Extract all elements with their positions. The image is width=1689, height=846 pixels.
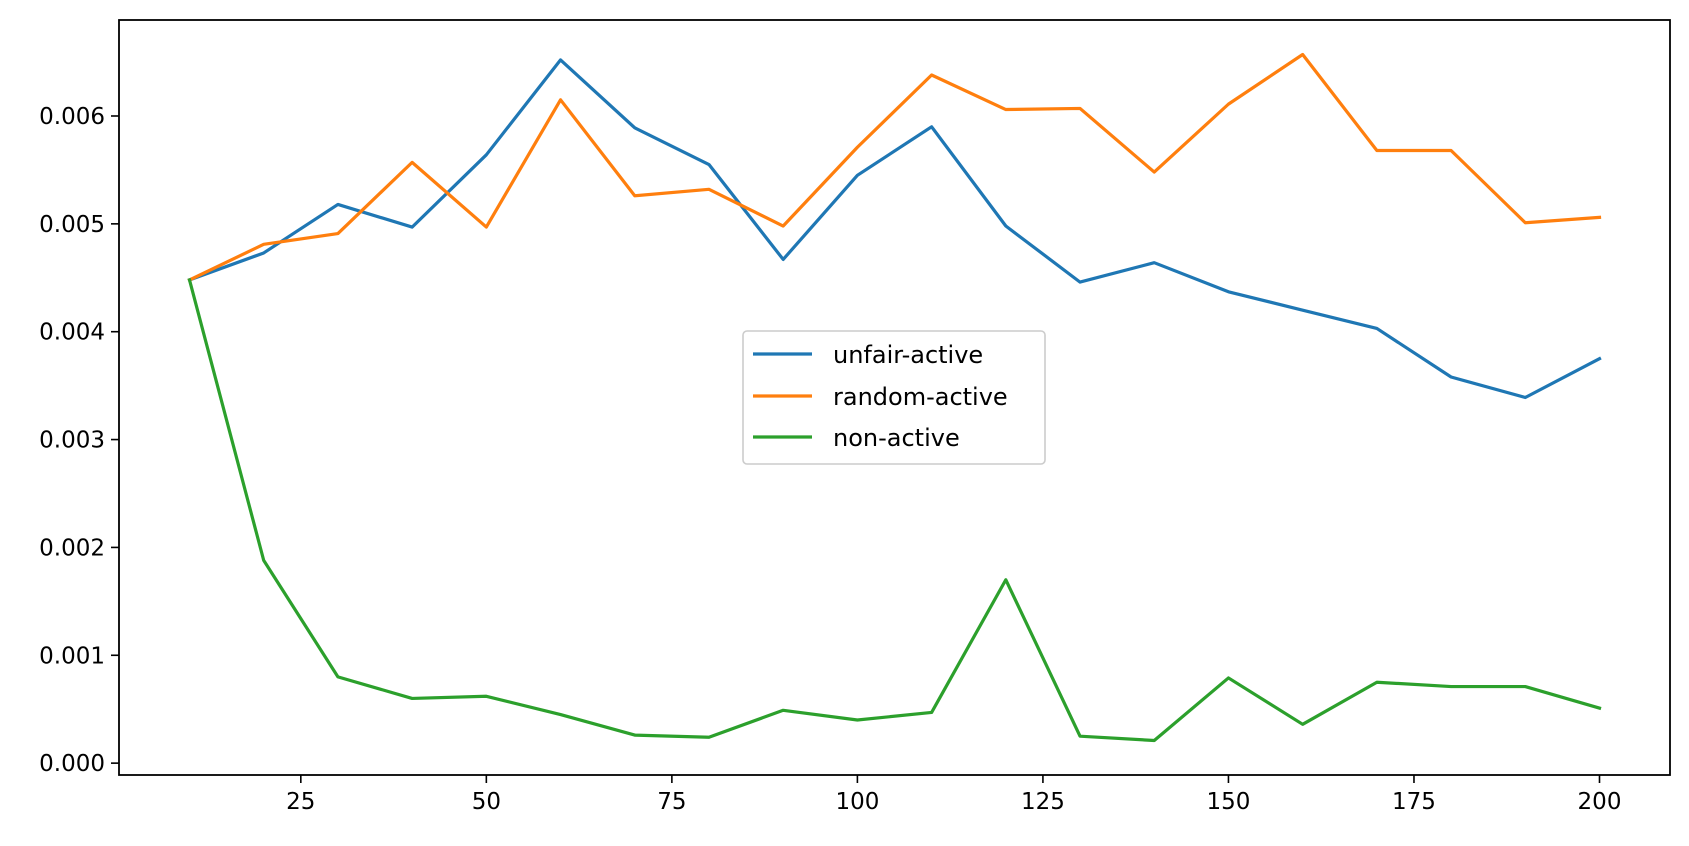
x-tick-label-175: 175 [1392, 789, 1436, 815]
plot-frame [118, 19, 1671, 776]
legend-label-non-active: non-active [833, 424, 960, 452]
x-tick-label-100: 100 [835, 789, 879, 815]
x-tick-label-200: 200 [1578, 789, 1622, 815]
y-tick-label-4: 0.004 [39, 320, 105, 346]
legend-label-unfair-active: unfair-active [833, 341, 983, 369]
series-line-unfair-active [187, 58, 1602, 400]
x-axis: 25 50 75 100 125 150 175 200 [286, 775, 1621, 815]
legend-box [742, 330, 1046, 465]
x-tick-label-125: 125 [1021, 789, 1065, 815]
legend: unfair-active random-active non-active [742, 330, 1046, 465]
series-layer [187, 52, 1602, 743]
y-tick-label-2: 0.002 [39, 535, 105, 561]
legend-label-random-active: random-active [833, 383, 1008, 411]
y-tick-label-0: 0.000 [39, 751, 105, 777]
x-tick-label-75: 75 [657, 789, 686, 815]
y-tick-label-1: 0.001 [39, 643, 105, 669]
y-axis: 0.000 0.001 0.002 0.003 0.004 0.005 0.006 [39, 104, 119, 777]
series-line-non-active [187, 277, 1602, 743]
y-tick-label-6: 0.006 [39, 104, 105, 130]
y-tick-label-3: 0.003 [39, 428, 105, 454]
series-line-random-active [187, 52, 1602, 283]
x-tick-label-50: 50 [472, 789, 501, 815]
x-tick-label-150: 150 [1206, 789, 1250, 815]
x-tick-label-25: 25 [286, 789, 315, 815]
y-tick-label-5: 0.005 [39, 212, 105, 238]
